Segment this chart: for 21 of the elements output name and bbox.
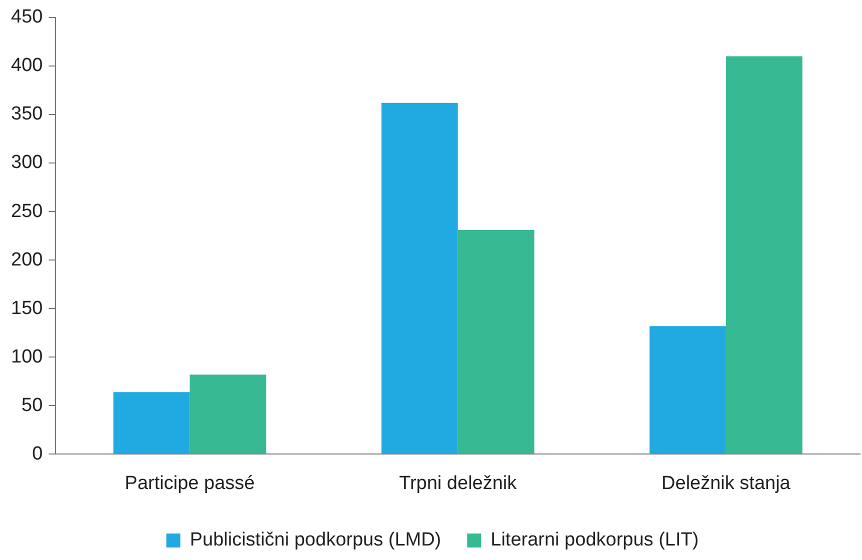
x-tick-label: Trpni deležnik xyxy=(399,472,518,494)
y-tick-label: 400 xyxy=(11,55,43,76)
bar xyxy=(190,374,266,454)
x-tick-label: Participe passé xyxy=(124,472,255,494)
y-tick-label: 350 xyxy=(11,104,43,125)
bar xyxy=(381,102,458,454)
bar xyxy=(650,326,726,454)
bar xyxy=(113,392,190,454)
y-tick-label: 150 xyxy=(11,298,43,319)
bar xyxy=(458,230,534,454)
legend-label: Publicistični podkorpus (LMD) xyxy=(190,530,442,551)
y-tick-label: 0 xyxy=(32,443,43,464)
bar xyxy=(726,56,802,454)
legend-label: Literarni podkorpus (LIT) xyxy=(490,530,699,551)
y-tick-label: 250 xyxy=(11,200,43,222)
y-tick-label: 200 xyxy=(11,249,43,270)
y-tick-label: 300 xyxy=(11,152,43,174)
x-tick-label: Deležnik stanja xyxy=(662,472,791,494)
y-tick-label: 50 xyxy=(22,394,43,416)
y-tick-label: 100 xyxy=(11,346,43,368)
y-tick-label: 450 xyxy=(11,6,43,28)
